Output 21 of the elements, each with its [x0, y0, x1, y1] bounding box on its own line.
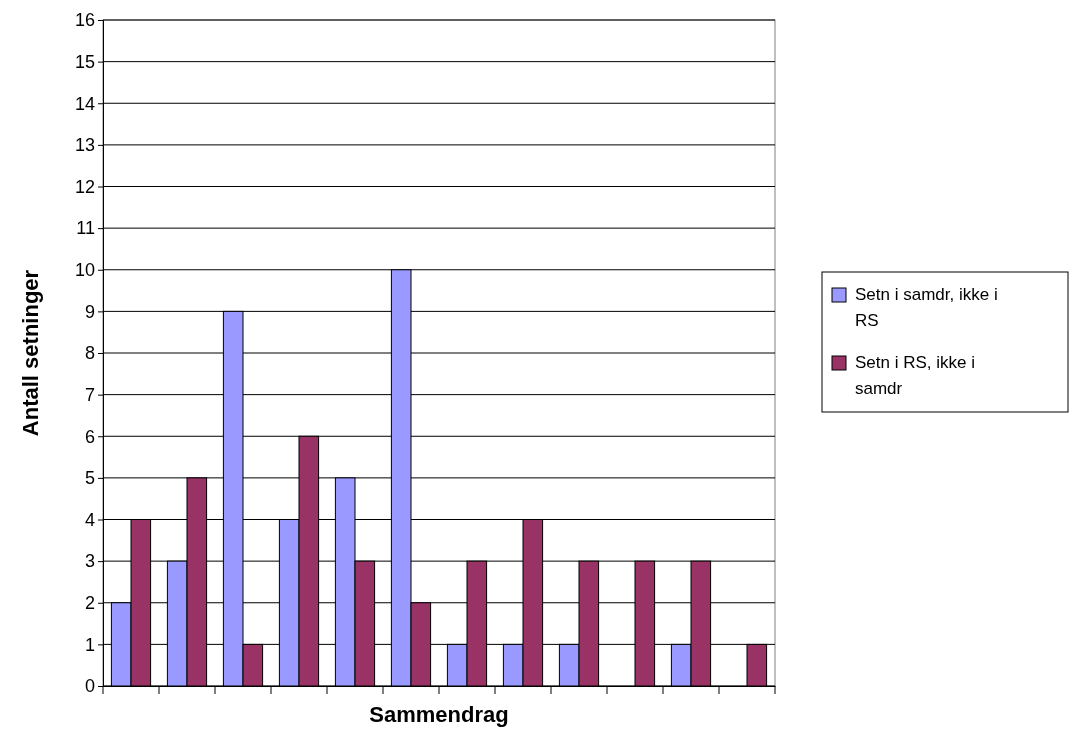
- y-tick-label: 15: [74, 51, 95, 72]
- y-tick-label: 7: [84, 384, 95, 405]
- y-axis-title: Antall setninger: [18, 269, 43, 437]
- y-tick-label: 11: [76, 218, 95, 239]
- y-tick-label: 16: [74, 10, 95, 31]
- y-tick-label: 4: [84, 509, 95, 530]
- y-tick-label: 8: [84, 343, 95, 364]
- y-tick-label: 12: [74, 176, 95, 197]
- y-tick-label: 2: [84, 593, 95, 614]
- legend-label: Setn i RS, ikke i samdr: [855, 353, 975, 398]
- y-tick-label: 9: [84, 301, 95, 322]
- y-tick-label: 6: [84, 426, 95, 447]
- y-tick-label: 0: [84, 676, 95, 697]
- y-tick-label: 3: [84, 551, 95, 572]
- y-tick-label: 14: [74, 93, 95, 114]
- x-axis-title: Sammendrag: [369, 702, 509, 727]
- y-tick-label: 5: [84, 468, 95, 489]
- y-tick-label: 13: [74, 135, 95, 156]
- legend-label: Setn i samdr, ikke i RS: [855, 285, 998, 330]
- y-tick-label: 1: [84, 634, 95, 655]
- y-tick-label: 10: [74, 260, 95, 281]
